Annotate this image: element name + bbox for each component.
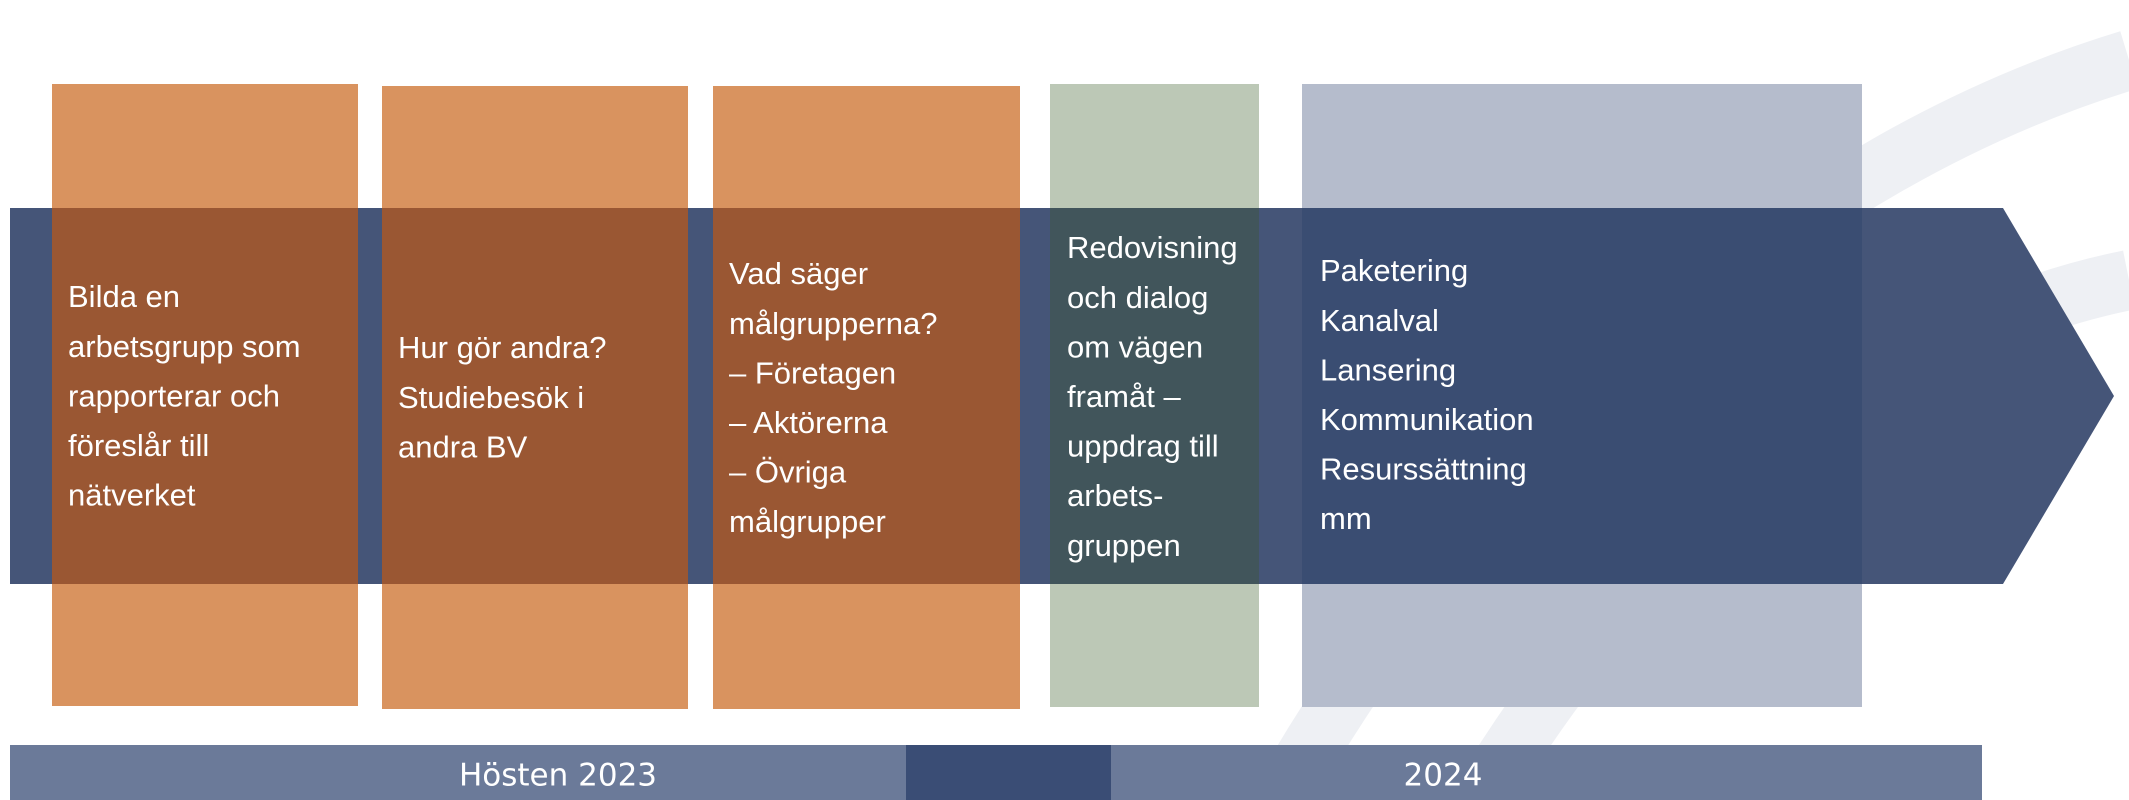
step-text: Kommunikation xyxy=(1320,402,1534,437)
step-text: Hur gör andra? xyxy=(398,330,607,365)
step-text: målgrupperna? xyxy=(729,306,938,341)
timeline xyxy=(10,745,1982,800)
timeline-label: Hösten 2023 xyxy=(459,758,657,794)
step-text: gruppen xyxy=(1067,528,1181,563)
timeline-divider xyxy=(906,745,1111,800)
step-text: uppdrag till xyxy=(1067,429,1219,464)
step-text: Kanalval xyxy=(1320,303,1439,338)
step-text: Paketering xyxy=(1320,253,1468,288)
step-text: andra BV xyxy=(398,429,528,464)
step-text: nätverket xyxy=(68,478,196,513)
step-text: – Övriga xyxy=(729,455,847,490)
step-text: målgrupper xyxy=(729,504,886,539)
step-text: rapporterar och xyxy=(68,378,280,413)
step-text: föreslår till xyxy=(68,428,209,463)
step-box-overlap xyxy=(1302,208,1862,584)
timeline-label: 2024 xyxy=(1404,758,1483,794)
step-text: Lansering xyxy=(1320,352,1456,387)
step-text: arbetsgrupp som xyxy=(68,329,301,364)
step-box-overlap xyxy=(52,208,358,584)
timeline-segment xyxy=(1111,745,1982,800)
step-text: – Aktörerna xyxy=(729,405,888,440)
step-boxes xyxy=(52,84,1862,709)
step-text: Bilda en xyxy=(68,279,180,314)
step-text: arbets- xyxy=(1067,478,1163,513)
step-text: mm xyxy=(1320,501,1372,536)
step-text: och dialog xyxy=(1067,280,1208,315)
step-box-overlap xyxy=(382,208,688,584)
step-text: Vad säger xyxy=(729,256,868,291)
step-text: – Företagen xyxy=(729,355,896,390)
step-text: om vägen xyxy=(1067,329,1203,364)
step-text: framåt – xyxy=(1067,379,1181,414)
step-text: Studiebesök i xyxy=(398,380,584,415)
step-text: Resurssättning xyxy=(1320,452,1527,487)
timeline-segment xyxy=(10,745,906,800)
step-text: Redovisning xyxy=(1067,230,1238,265)
step-box-overlap xyxy=(1050,208,1259,584)
step-box-overlap xyxy=(713,208,1020,584)
